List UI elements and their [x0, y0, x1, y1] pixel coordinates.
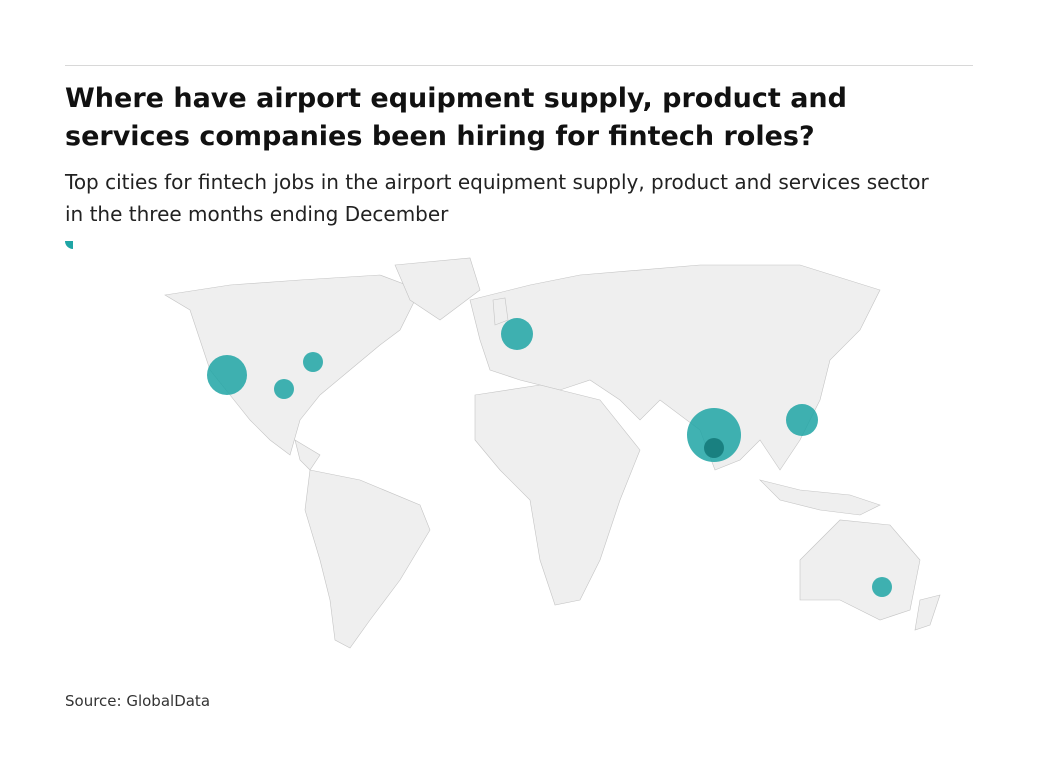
chart-title: Where have airport equipment supply, pro… — [65, 83, 847, 152]
city-bubble — [704, 438, 724, 458]
city-bubbles — [207, 318, 892, 597]
city-bubble — [786, 404, 818, 436]
land — [164, 257, 941, 649]
city-bubble — [274, 379, 294, 399]
legend-fragment — [65, 241, 73, 249]
city-bubble — [207, 355, 247, 395]
city-bubble — [687, 408, 741, 462]
top-rule — [65, 65, 973, 66]
city-bubble — [501, 318, 533, 350]
city-bubble — [872, 577, 892, 597]
source: Source: GlobalData — [65, 692, 211, 710]
city-bubble — [303, 352, 323, 372]
chart-subtitle: Top cities for fintech jobs in the airpo… — [65, 170, 929, 226]
